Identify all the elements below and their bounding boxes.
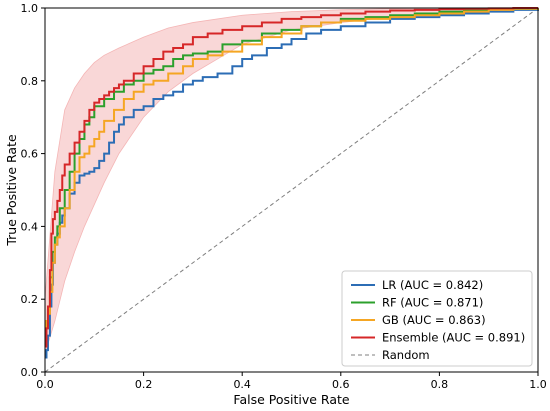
x-axis-ticks: 0.0 0.2 0.4 0.6 0.8 1.0 (36, 372, 547, 391)
x-tick-label: 0.2 (135, 378, 153, 391)
x-tick-label: 0.6 (332, 378, 350, 391)
plot-frame (44, 7, 539, 373)
x-tick-label: 0.4 (233, 378, 251, 391)
legend: LR (AUC = 0.842) RF (AUC = 0.871) GB (AUC … (341, 270, 533, 367)
legend-box (341, 270, 533, 367)
legend-label: GB (AUC = 0.863) (382, 313, 486, 327)
series-line (45, 7, 539, 337)
legend-label: RF (AUC = 0.871) (382, 296, 483, 310)
series-line (45, 7, 538, 348)
y-tick-label: 0.6 (21, 148, 39, 161)
y-tick-label: 0.2 (21, 293, 39, 306)
series-line (45, 7, 539, 330)
y-tick-label: 0.4 (21, 220, 39, 233)
legend-label: Ensemble (AUC = 0.891) (382, 331, 525, 345)
y-tick-label: 0.0 (21, 366, 39, 379)
legend-label: LR (AUC = 0.842) (382, 278, 483, 292)
x-axis-title: False Positive Rate (233, 392, 349, 407)
y-tick-label: 1.0 (21, 2, 39, 15)
x-tick-label: 1.0 (529, 378, 547, 391)
series-lines-layer (44, 7, 539, 373)
x-tick-label: 0.0 (36, 378, 54, 391)
y-axis-ticks: 0.0 0.2 0.4 0.6 0.8 1.0 (21, 2, 45, 379)
y-axis-title: True Positive Rate (4, 134, 19, 247)
x-tick-label: 0.8 (431, 378, 449, 391)
legend-label: Random (382, 348, 430, 362)
y-tick-label: 0.8 (21, 75, 39, 88)
